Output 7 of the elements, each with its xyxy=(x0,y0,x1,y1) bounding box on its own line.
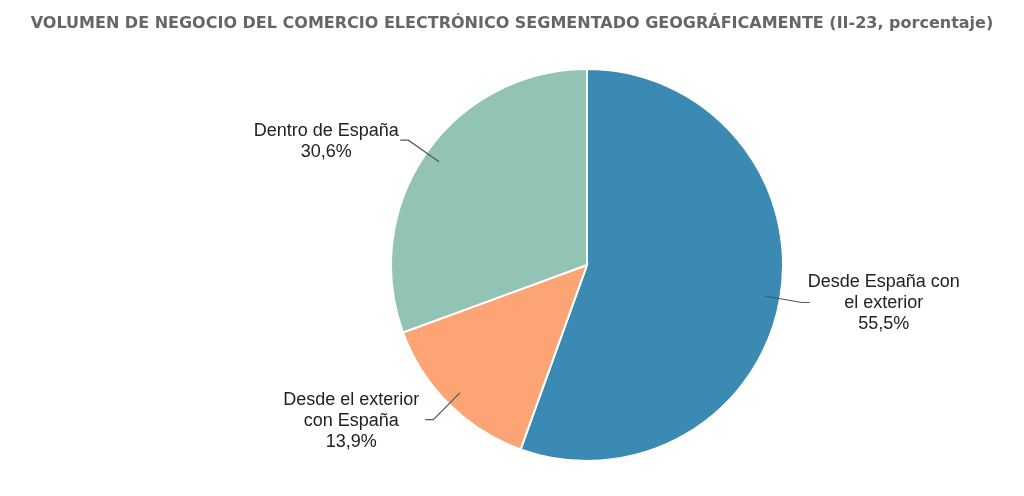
data-label: 55,5% xyxy=(858,313,910,334)
data-label: 13,9% xyxy=(325,430,377,451)
chart-title: VOLUMEN DE NEGOCIO DEL COMERCIO ELECTRÓNICO SEGMENTADO GEOGRÁFICAMENTE (II-23, porcentaje) xyxy=(29,12,995,34)
data-label: 30,6% xyxy=(300,140,352,161)
slice-label: Dentro de España xyxy=(253,119,400,140)
slice-label: Desde España con el exterior xyxy=(807,271,960,313)
slice-label: Desde el exterior con España xyxy=(283,388,420,430)
